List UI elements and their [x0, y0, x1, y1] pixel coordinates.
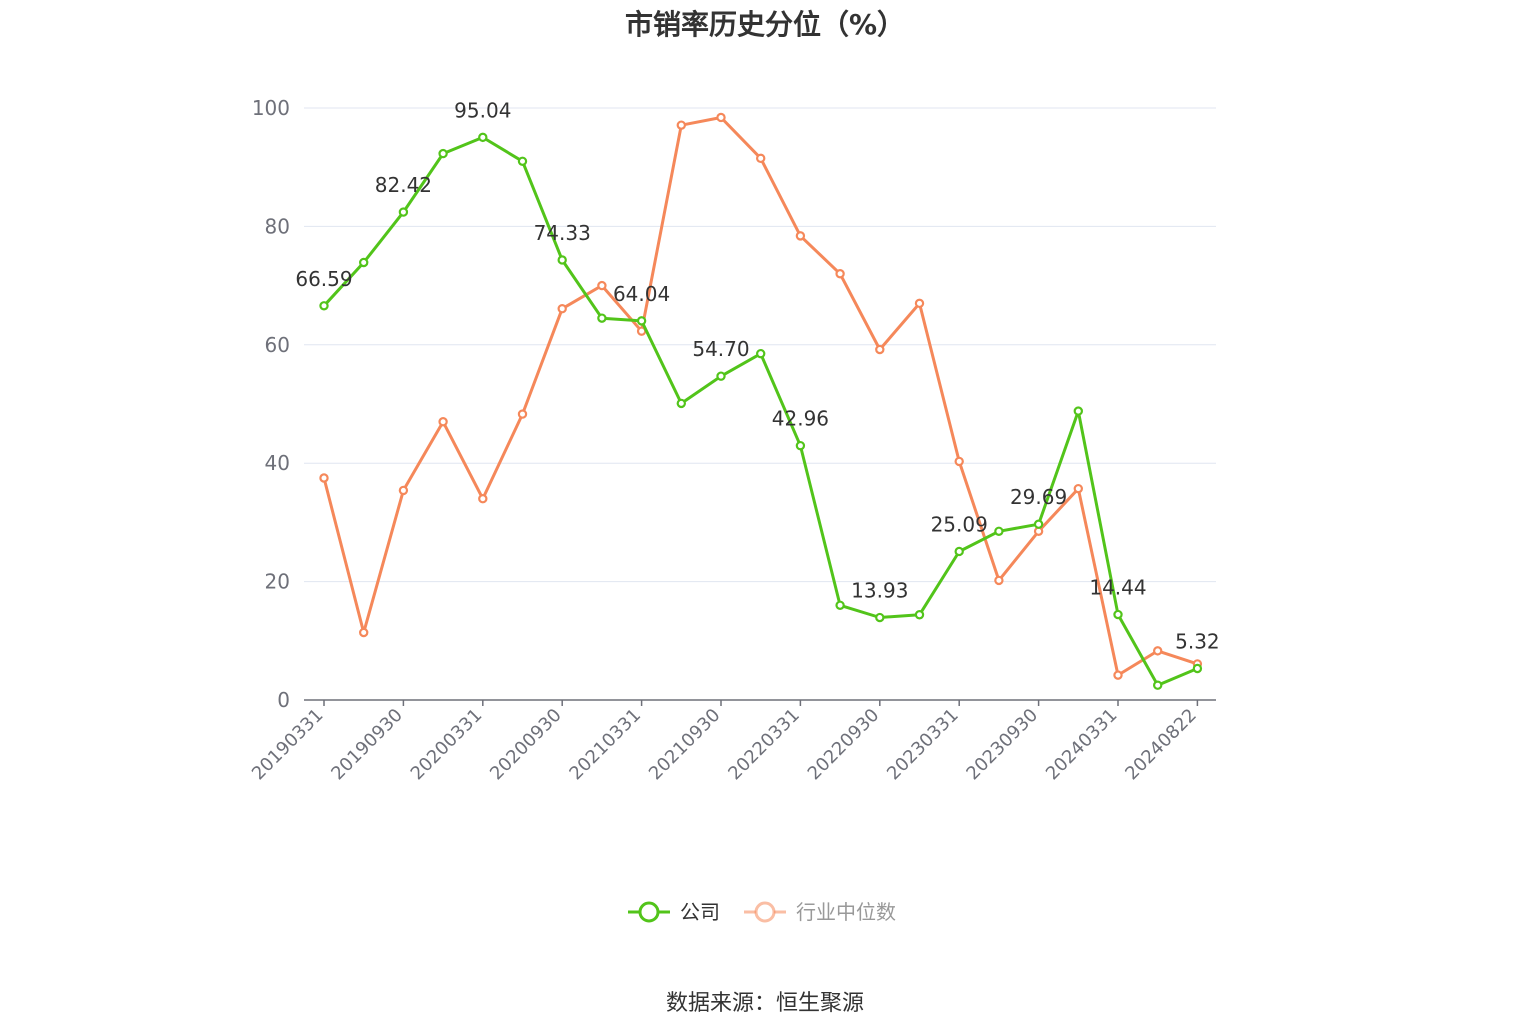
- legend-label: 公司: [680, 900, 720, 924]
- data-label: 74.33: [534, 221, 591, 245]
- data-point: [517, 409, 528, 419]
- x-tick-label: 20190331: [248, 705, 328, 785]
- data-point: [478, 132, 488, 143]
- x-axis: 20190331 20190930 20200331 20200930 20210331…: [248, 699, 1216, 785]
- data-point: [954, 456, 964, 467]
- series-line-industry-median: [322, 116, 1198, 677]
- data-label: 13.93: [851, 579, 908, 603]
- legend-marker: [754, 901, 776, 923]
- x-tick-label: 20210930: [645, 705, 725, 785]
- data-label: 82.42: [375, 173, 432, 197]
- data-label: 5.32: [1175, 630, 1220, 654]
- x-tick-label: 20200930: [486, 705, 566, 785]
- data-point: [438, 417, 448, 427]
- data-label: 14.44: [1089, 576, 1146, 600]
- chart-title: 市销率历史分位（%）: [625, 8, 905, 41]
- data-point: [398, 485, 409, 496]
- data-labels: 66.59 82.42 95.04 74.33 64.04 54.70 42.96 13.93…: [295, 98, 1219, 653]
- y-tick-label: 100: [252, 96, 290, 120]
- data-point: [319, 473, 329, 483]
- data-point: [914, 610, 925, 620]
- x-tick-label: 20200331: [407, 705, 487, 785]
- data-point: [676, 398, 687, 409]
- data-point: [359, 257, 369, 268]
- data-point: [994, 575, 1004, 586]
- legend[interactable]: 公司 行业中位数: [628, 900, 896, 924]
- x-tick-label: 20210331: [565, 705, 645, 785]
- data-point: [756, 153, 766, 164]
- legend-item-company[interactable]: 公司: [628, 900, 720, 924]
- x-tick-label: 20230331: [883, 705, 963, 785]
- data-point: [1033, 519, 1044, 529]
- y-tick-label: 20: [265, 570, 290, 594]
- data-label: 54.70: [692, 337, 749, 361]
- data-point: [557, 255, 567, 265]
- data-point: [795, 231, 806, 241]
- legend-label: 行业中位数: [796, 900, 896, 924]
- x-tick-label: 20190930: [327, 705, 407, 785]
- legend-item-industry-median[interactable]: 行业中位数: [744, 900, 896, 924]
- series-lines: [319, 112, 1203, 690]
- data-label: 25.09: [931, 512, 988, 536]
- data-point: [1192, 663, 1203, 674]
- data-point: [954, 546, 964, 557]
- data-source-note: 数据来源：恒生聚源: [666, 991, 864, 1016]
- x-tick-label: 20220930: [804, 705, 884, 785]
- data-point: [994, 526, 1004, 536]
- data-point: [835, 269, 845, 279]
- data-point: [597, 280, 607, 291]
- data-point: [398, 207, 409, 217]
- y-tick-label: 80: [265, 214, 290, 238]
- data-point: [319, 301, 329, 311]
- legend-marker: [638, 901, 660, 923]
- x-tick-label: 20240331: [1042, 705, 1122, 785]
- data-point: [1073, 406, 1084, 416]
- x-tick-label: 20230930: [962, 705, 1042, 785]
- y-axis: 0 20 40 60 80 100: [252, 96, 290, 712]
- data-point: [478, 494, 488, 504]
- data-point: [795, 440, 806, 451]
- data-point: [1113, 670, 1123, 680]
- data-point: [1152, 680, 1163, 690]
- data-point: [636, 316, 647, 326]
- series-line-company: [322, 135, 1198, 687]
- data-point: [438, 148, 448, 159]
- data-point: [756, 348, 766, 359]
- x-tick-label: 20220331: [724, 705, 804, 785]
- data-point: [914, 298, 925, 309]
- data-point: [557, 303, 567, 314]
- data-label: 95.04: [454, 98, 511, 122]
- y-tick-label: 60: [265, 333, 290, 357]
- data-label: 66.59: [295, 267, 352, 291]
- data-point: [875, 344, 885, 355]
- data-point: [1152, 646, 1163, 656]
- data-point: [875, 612, 885, 623]
- data-label: 42.96: [772, 407, 829, 431]
- data-point: [597, 313, 607, 323]
- data-point: [676, 120, 687, 130]
- data-point: [716, 112, 726, 123]
- data-label: 64.04: [613, 282, 670, 306]
- data-point: [517, 156, 528, 166]
- y-tick-label: 40: [265, 451, 290, 475]
- data-label: 29.69: [1010, 485, 1067, 509]
- x-tick-label: 20240822: [1121, 705, 1201, 785]
- grid-lines: [304, 107, 1216, 583]
- data-point: [835, 600, 845, 610]
- data-point: [1113, 609, 1123, 620]
- data-point: [359, 627, 369, 638]
- y-tick-label: 0: [277, 688, 290, 712]
- data-point: [716, 371, 726, 381]
- data-point: [1073, 483, 1084, 494]
